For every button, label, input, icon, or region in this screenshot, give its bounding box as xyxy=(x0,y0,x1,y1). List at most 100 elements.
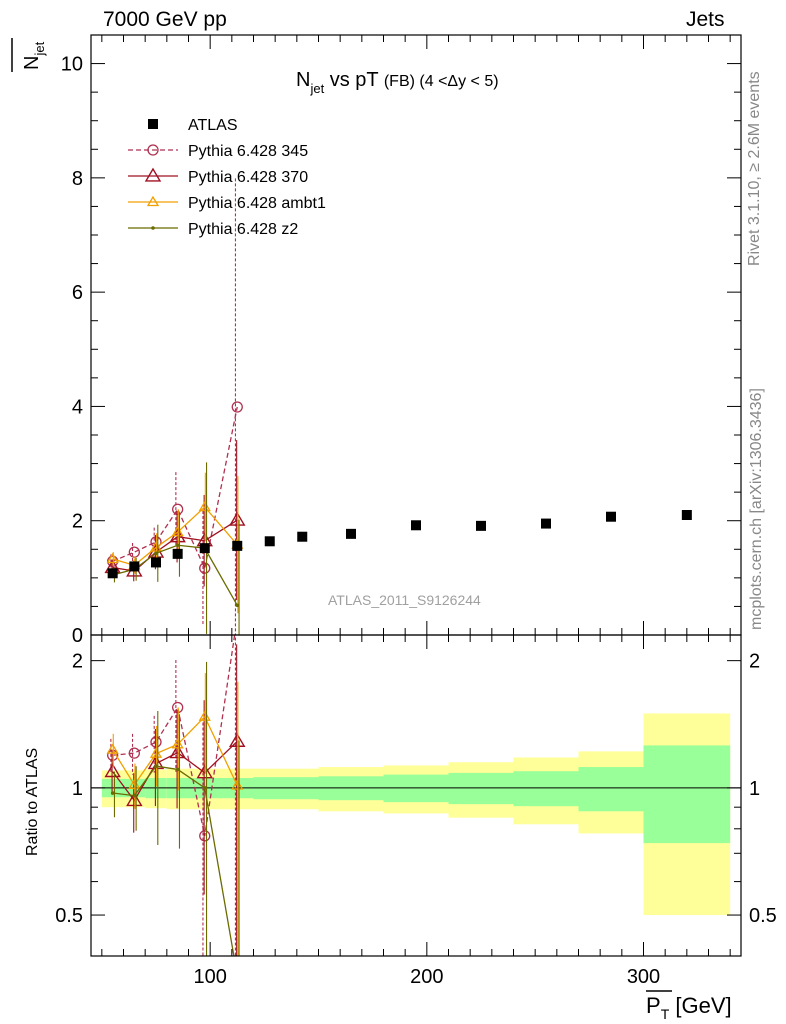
marker-circle xyxy=(128,747,140,759)
ratio-band-layer xyxy=(91,713,741,916)
marker-triangle-small xyxy=(231,779,244,790)
marker-circle xyxy=(199,830,211,842)
x-axis-label: PT [GeV] xyxy=(646,993,732,1022)
y-tick-label: 8 xyxy=(72,168,83,190)
marker-square xyxy=(411,520,421,531)
marker-circle xyxy=(147,144,159,156)
marker-triangle-small xyxy=(106,552,119,564)
marker-triangle-small xyxy=(128,778,141,789)
marker-circle xyxy=(172,503,184,515)
ratio-tick-label-left: 0.5 xyxy=(55,905,83,927)
series-2 xyxy=(106,472,244,614)
ratio-band-stat xyxy=(643,745,731,844)
legend-label: Pythia 6.428 370 xyxy=(188,169,308,186)
marker-triangle xyxy=(126,792,143,807)
ratio-tick-label-left: 2 xyxy=(72,651,83,673)
marker-square xyxy=(107,568,118,579)
series-0 xyxy=(107,178,243,635)
y-tick-label: 10 xyxy=(61,54,83,76)
ratio-tick-label-right: 1 xyxy=(749,778,760,800)
ratio-frame-border xyxy=(90,634,742,957)
marker-dot xyxy=(235,603,240,608)
ratio-tick-label-left: 1 xyxy=(72,778,83,800)
marker-dot xyxy=(154,764,158,768)
y-tick-label: 4 xyxy=(72,396,83,418)
ratio-series-3 xyxy=(110,661,240,978)
series-layer xyxy=(104,178,246,635)
marker-circle xyxy=(231,401,243,413)
marker-triangle xyxy=(229,732,246,747)
series-line xyxy=(112,406,238,571)
marker-square xyxy=(606,511,616,522)
ratio-band-stat xyxy=(383,774,449,803)
marker-square xyxy=(541,518,551,529)
marker-square xyxy=(264,536,275,547)
ratio-y-axis-label: Ratio to ATLAS xyxy=(24,748,41,856)
legend-entry: Pythia 6.428 ambt1 xyxy=(128,195,326,212)
marker-dot xyxy=(175,767,180,772)
legend-entry: ATLAS xyxy=(148,117,238,134)
ratio-tick-label-right: 2 xyxy=(749,651,760,673)
marker-dot xyxy=(175,543,180,548)
marker-dot xyxy=(132,793,137,798)
marker-dot xyxy=(110,791,115,795)
marker-triangle-small xyxy=(106,743,119,754)
marker-dot xyxy=(151,226,155,230)
marker-square xyxy=(681,510,692,520)
watermark: ATLAS_2011_S9126244 xyxy=(328,592,481,608)
marker-square xyxy=(476,520,486,531)
marker-triangle-small xyxy=(146,195,160,207)
ratio-series-2 xyxy=(106,673,244,956)
marker-triangle xyxy=(229,511,246,526)
legend-label: Pythia 6.428 z2 xyxy=(188,221,298,238)
marker-dot xyxy=(235,974,239,978)
x-tick-label: 300 xyxy=(627,966,660,988)
marker-circle xyxy=(172,701,184,714)
marker-triangle-small xyxy=(171,525,184,537)
marker-triangle-small xyxy=(171,738,184,749)
marker-circle xyxy=(128,546,140,558)
marker-square xyxy=(346,528,356,539)
ratio-tick-label-right: 0.5 xyxy=(749,905,777,927)
ratio-band-stat xyxy=(578,767,644,812)
marker-dot xyxy=(202,786,207,790)
marker-triangle xyxy=(147,755,165,770)
svg-text:Njet: Njet xyxy=(21,41,47,70)
y-tick-label: 2 xyxy=(72,511,83,533)
marker-square xyxy=(232,540,243,551)
legend-label: ATLAS xyxy=(188,117,238,134)
legend-label: Pythia 6.428 345 xyxy=(188,143,308,160)
legend-label: Pythia 6.428 ambt1 xyxy=(188,195,326,212)
legend-entry: Pythia 6.428 370 xyxy=(128,167,308,186)
marker-circle xyxy=(232,613,242,623)
y-axis-label: Njet xyxy=(21,41,47,70)
series-1 xyxy=(104,440,246,601)
series-3 xyxy=(110,462,240,635)
legend-entry: Pythia 6.428 z2 xyxy=(128,221,298,238)
ratio-series-line xyxy=(112,635,236,837)
marker-circle xyxy=(150,736,162,748)
header-left: 7000 GeV pp xyxy=(103,8,227,31)
y-tick-label: 6 xyxy=(72,282,83,304)
ratio-series-line xyxy=(112,765,235,956)
x-tick-label: 100 xyxy=(193,966,226,988)
ratio-band-stat xyxy=(513,771,579,807)
ratio-series-0 xyxy=(107,613,242,956)
legend: ATLAS Pythia 6.428 345 Pythia 6.428 370 Pyt… xyxy=(128,117,326,238)
ratio-band-stat xyxy=(448,772,514,805)
x-tick-label: 200 xyxy=(410,966,443,988)
chart-title: Njet vs pT (FB) (4 <Δy < 5) xyxy=(296,69,499,96)
marker-triangle-small xyxy=(198,500,211,512)
legend-entry: Pythia 6.428 345 xyxy=(128,143,308,160)
ratio-series-line xyxy=(112,715,238,787)
marker-dot xyxy=(154,551,158,556)
marker-circle xyxy=(199,562,211,574)
marker-square xyxy=(129,561,140,572)
marker-triangle-small xyxy=(198,710,211,721)
marker-triangle xyxy=(196,764,213,779)
y-tick-label-zero: 0 xyxy=(72,625,83,647)
marker-triangle xyxy=(104,763,121,778)
header-right: Jets xyxy=(686,8,725,31)
